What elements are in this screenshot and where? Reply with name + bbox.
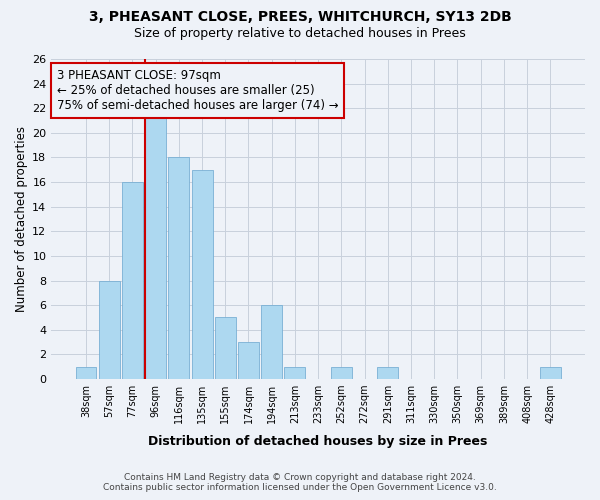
Bar bbox=[191, 170, 212, 379]
Text: 3, PHEASANT CLOSE, PREES, WHITCHURCH, SY13 2DB: 3, PHEASANT CLOSE, PREES, WHITCHURCH, SY… bbox=[89, 10, 511, 24]
Text: Contains HM Land Registry data © Crown copyright and database right 2024.
Contai: Contains HM Land Registry data © Crown c… bbox=[103, 473, 497, 492]
Bar bbox=[238, 342, 259, 379]
Bar bbox=[331, 366, 352, 379]
Bar bbox=[122, 182, 143, 379]
Bar bbox=[215, 318, 236, 379]
Text: 3 PHEASANT CLOSE: 97sqm
← 25% of detached houses are smaller (25)
75% of semi-de: 3 PHEASANT CLOSE: 97sqm ← 25% of detache… bbox=[56, 68, 338, 112]
Bar bbox=[261, 305, 282, 379]
Bar bbox=[76, 366, 97, 379]
Bar bbox=[145, 108, 166, 379]
Bar bbox=[99, 280, 119, 379]
Bar bbox=[377, 366, 398, 379]
X-axis label: Distribution of detached houses by size in Prees: Distribution of detached houses by size … bbox=[148, 434, 488, 448]
Bar bbox=[169, 158, 189, 379]
Y-axis label: Number of detached properties: Number of detached properties bbox=[15, 126, 28, 312]
Text: Size of property relative to detached houses in Prees: Size of property relative to detached ho… bbox=[134, 28, 466, 40]
Bar bbox=[540, 366, 561, 379]
Bar bbox=[284, 366, 305, 379]
